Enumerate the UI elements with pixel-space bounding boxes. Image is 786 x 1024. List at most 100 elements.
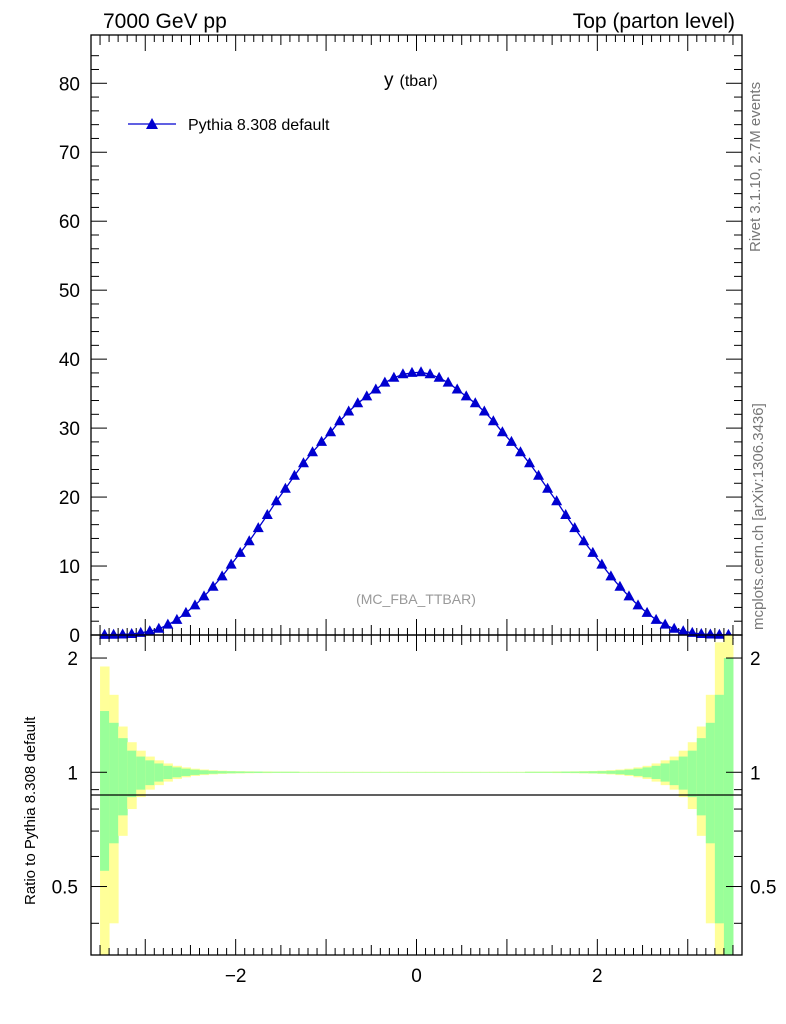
band-inner [380, 771, 390, 773]
data-point [361, 390, 373, 401]
ratio-y-tick-label: 2 [67, 649, 78, 670]
band-inner [308, 771, 318, 773]
rivet-label: Rivet 3.1.10, 2.7M events [747, 82, 764, 252]
ratio-y-tick-label-right: 1 [750, 763, 761, 784]
data-point [632, 599, 644, 610]
data-point [216, 570, 228, 581]
data-point [252, 522, 264, 533]
band-inner [506, 771, 517, 773]
band-inner [588, 771, 598, 774]
band-inner [163, 765, 173, 780]
band-inner [552, 771, 562, 773]
main-title: y (tbar) [384, 70, 438, 91]
data-point [451, 383, 463, 394]
data-point [551, 495, 563, 506]
band-inner [561, 771, 571, 773]
band-inner [289, 771, 300, 773]
band-inner [570, 771, 580, 773]
data-point [460, 390, 472, 401]
data-point [514, 446, 526, 457]
ratio-y-tick-label: 0.5 [52, 878, 78, 899]
header-right: Top (parton level) [573, 10, 735, 33]
data-point [261, 509, 273, 519]
ratio-panel: 0.5 0.5 1 1 2 2 −2 0 2 Ratio to Pythia 8.308 de… [22, 634, 776, 987]
data-point [334, 415, 346, 426]
band-inner [136, 756, 146, 790]
data-point [605, 570, 617, 581]
y-tick-label: 0 [69, 626, 80, 647]
header-left: 7000 GeV pp [103, 10, 227, 33]
band-inner [497, 771, 508, 773]
band-inner [217, 771, 228, 774]
band-inner [669, 760, 680, 786]
band-inner [615, 770, 625, 775]
band-inner [624, 769, 634, 775]
data-point [587, 546, 599, 557]
band-inner [226, 771, 237, 774]
data-point [623, 590, 635, 601]
data-point [704, 628, 716, 639]
x-tick-label: −2 [225, 966, 247, 987]
data-point [343, 405, 355, 416]
band-inner [127, 750, 137, 798]
x-axis: −2 0 2 [90, 635, 743, 987]
data-point [442, 376, 454, 387]
band-inner [298, 771, 309, 773]
band-inner [154, 763, 164, 782]
band-inner [606, 770, 616, 774]
band-inner [434, 771, 445, 773]
band-inner [118, 738, 128, 816]
legend-marker [146, 118, 158, 129]
data-point [144, 625, 156, 636]
y-tick-label: 80 [59, 74, 80, 95]
analysis-watermark: (MC_FBA_TTBAR) [356, 591, 476, 607]
band-inner [660, 763, 671, 782]
data-point [650, 613, 662, 624]
band-inner [335, 771, 345, 773]
data-point [614, 580, 626, 591]
data-point [189, 599, 201, 610]
data-point [524, 457, 536, 468]
band-inner [543, 771, 553, 773]
band-inner [461, 771, 472, 773]
band-inner [678, 756, 689, 790]
data-point [668, 622, 680, 633]
band-inner [280, 771, 291, 773]
band-inner [470, 771, 481, 773]
data-point [478, 405, 490, 416]
band-inner [326, 771, 336, 773]
main-panel: 0 10 20 30 40 50 60 70 80 y (tbar) (MC_FBA_TTBAR)… [59, 34, 743, 647]
band-inner [723, 658, 734, 955]
main-x-ticks [90, 35, 743, 635]
band-inner [525, 771, 535, 773]
band-inner [199, 770, 210, 775]
ratio-y-tick-label: 1 [67, 763, 78, 784]
data-point [578, 535, 590, 546]
mcplots-label: mcplots.cern.ch [arXiv:1306.3436] [750, 403, 767, 630]
y-tick-label: 50 [59, 281, 80, 302]
band-inner [597, 771, 607, 774]
data-point [713, 628, 725, 639]
data-point [487, 415, 499, 426]
band-inner [633, 768, 644, 776]
band-inner [181, 768, 191, 776]
y-tick-label: 20 [59, 488, 80, 509]
band-inner [579, 771, 589, 774]
y-tick-label: 40 [59, 350, 80, 371]
main-y-axis: 0 10 20 30 40 50 60 70 80 [59, 55, 742, 647]
band-inner [407, 771, 417, 773]
band-inner [317, 771, 327, 773]
data-point [677, 625, 689, 636]
y-tick-label: 10 [59, 557, 80, 578]
band-inner [696, 738, 707, 816]
x-tick-label: 0 [411, 966, 422, 987]
band-inner [262, 771, 273, 773]
data-point [171, 613, 183, 624]
legend-label: Pythia 8.308 default [188, 117, 330, 134]
data-point [641, 606, 653, 617]
band-inner [244, 771, 255, 773]
band-inner [452, 771, 463, 773]
data-point [406, 366, 418, 377]
data-point [117, 628, 129, 639]
